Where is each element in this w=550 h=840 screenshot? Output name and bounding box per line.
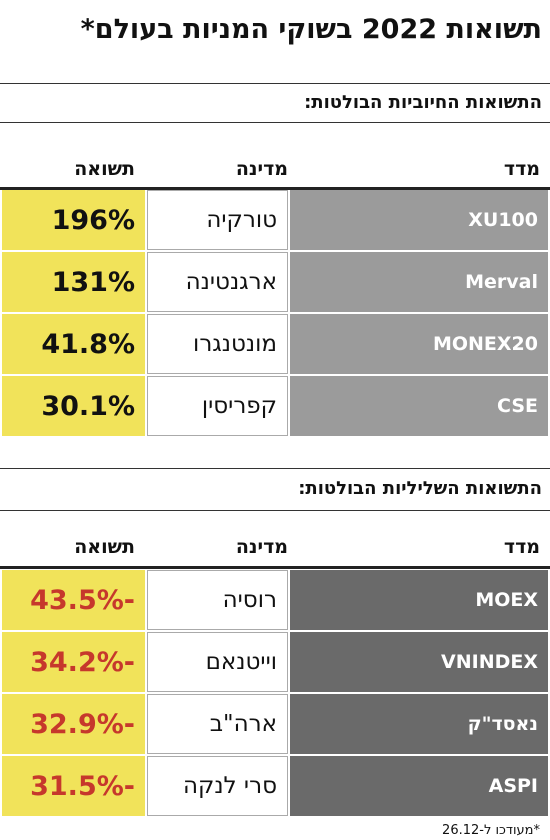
- divider: [0, 122, 550, 123]
- column-header: מדד: [503, 158, 540, 180]
- country-cell: טורקיה: [147, 190, 288, 250]
- section-heading: התשואות החיוביות הבולטות:: [304, 92, 542, 113]
- index-cell: VNINDEX: [290, 632, 548, 692]
- header-rule: [0, 187, 550, 190]
- index-cell: XU100: [290, 190, 548, 250]
- country-cell: ארה"ב: [147, 694, 288, 754]
- return-cell: -34.2%: [2, 632, 145, 692]
- return-cell: 196%: [2, 190, 145, 250]
- index-cell: MOEX: [290, 570, 548, 630]
- return-cell: 30.1%: [2, 376, 145, 436]
- title: תשואות 2022 בשוקי המניות בעולם*: [80, 14, 542, 45]
- column-header: מדינה: [235, 536, 288, 558]
- column-header: תשואה: [74, 158, 135, 180]
- return-cell: -31.5%: [2, 756, 145, 816]
- index-cell: נאסד"ק: [290, 694, 548, 754]
- divider: [0, 510, 550, 511]
- index-cell: MONEX20: [290, 314, 548, 374]
- section-heading: התשואות השליליות הבולטות:: [298, 478, 542, 499]
- footnote: *מעודכו ל-26.12: [442, 823, 540, 838]
- return-cell: -32.9%: [2, 694, 145, 754]
- country-cell: רוסיה: [147, 570, 288, 630]
- country-cell: וייטנאם: [147, 632, 288, 692]
- column-header: תשואה: [74, 536, 135, 558]
- divider: [0, 468, 550, 469]
- divider: [0, 83, 550, 84]
- index-cell: ASPI: [290, 756, 548, 816]
- country-cell: קפריסין: [147, 376, 288, 436]
- column-header: מדד: [503, 536, 540, 558]
- country-cell: סרי לנקה: [147, 756, 288, 816]
- column-header: מדינה: [235, 158, 288, 180]
- index-cell: Merval: [290, 252, 548, 312]
- header-rule: [0, 566, 550, 569]
- index-cell: CSE: [290, 376, 548, 436]
- country-cell: מונטנגרו: [147, 314, 288, 374]
- return-cell: 41.8%: [2, 314, 145, 374]
- return-cell: 131%: [2, 252, 145, 312]
- country-cell: ארגנטינה: [147, 252, 288, 312]
- return-cell: -43.5%: [2, 570, 145, 630]
